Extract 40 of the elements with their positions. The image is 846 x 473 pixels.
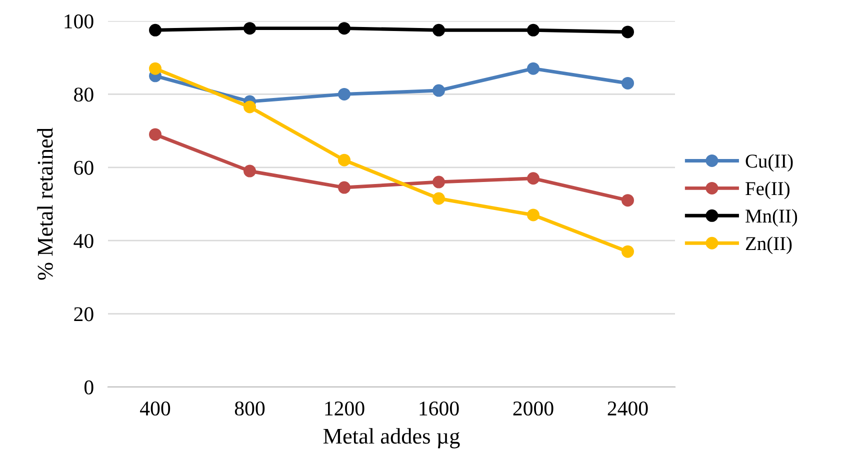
x-axis-title: Metal addes µg xyxy=(323,428,460,448)
point xyxy=(432,176,445,188)
x-tick-label: 1600 xyxy=(420,401,459,416)
legend-label: Mn(II) xyxy=(746,208,798,227)
x-tick-label: 2400 xyxy=(608,401,648,416)
x-tick-label: 2000 xyxy=(513,401,554,416)
y-tick-label: 80 xyxy=(74,88,94,102)
y-tick-label: 60 xyxy=(74,160,94,175)
point xyxy=(149,128,162,141)
x-tick-label: 1200 xyxy=(325,401,364,416)
point xyxy=(244,22,256,35)
point xyxy=(622,245,634,258)
legend-label: Cu(II) xyxy=(746,154,793,172)
legend-label: Fe(II) xyxy=(746,182,790,200)
y-tick-label: 100 xyxy=(64,14,94,28)
point xyxy=(244,100,256,114)
point xyxy=(149,24,162,36)
point xyxy=(527,172,540,185)
y-tick-label: 0 xyxy=(84,380,94,394)
x-tick-label: 400 xyxy=(140,401,170,416)
point xyxy=(527,62,540,75)
point xyxy=(432,192,445,205)
y-tick-label: 20 xyxy=(74,307,94,322)
legend-label: Zn(II) xyxy=(746,236,792,254)
point xyxy=(338,88,350,100)
point xyxy=(244,164,256,178)
point xyxy=(622,26,634,38)
point xyxy=(338,154,350,166)
point xyxy=(622,76,634,90)
x-tick-label: 800 xyxy=(234,401,265,416)
y-tick-label: 40 xyxy=(74,234,94,248)
y-axis-title: % Metal retained xyxy=(37,128,53,280)
point xyxy=(432,84,445,97)
point xyxy=(527,208,540,222)
point xyxy=(338,181,350,194)
point xyxy=(149,62,162,75)
point xyxy=(527,24,540,36)
point xyxy=(622,194,634,207)
point xyxy=(338,22,350,35)
point xyxy=(432,24,445,36)
